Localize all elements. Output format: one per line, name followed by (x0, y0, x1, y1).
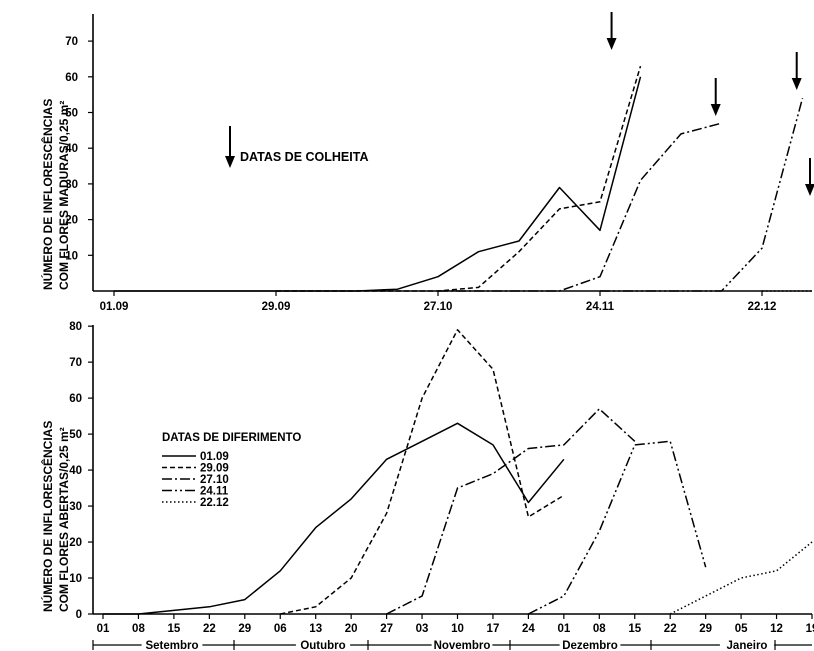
bottom-chart-panel: NÚMERO DE INFLORESCÊNCIAS COM FLORES ABE… (40, 321, 814, 651)
top-y-tick-label: 70 (65, 36, 78, 48)
bottom-series-24.11 (528, 440, 707, 615)
bottom-series-29.09 (280, 329, 565, 615)
bottom-y-tick-label: 50 (69, 429, 82, 441)
month-label-bg (559, 637, 621, 651)
bottom-x-tick-label: 15 (168, 623, 181, 635)
top-y-label-2: COM FLORES MADURAS/0,25 m² (57, 101, 71, 290)
legend-label: 01.09 (200, 451, 229, 463)
top-y-tick-label: 30 (65, 179, 78, 191)
top-x-tick-label: 01.09 (100, 301, 129, 313)
bottom-y-tick-label: 20 (69, 537, 82, 549)
harvest-legend-label: DATAS DE COLHEITA (240, 150, 368, 164)
top-chart-panel: NÚMERO DE INFLORESCÊNCIAS COM FLORES MAD… (40, 12, 814, 313)
month-label: Novembro (434, 640, 491, 651)
bottom-x-tick-label: 24 (522, 623, 535, 635)
top-x-tick-label: 27.10 (424, 301, 453, 313)
top-series-group (114, 65, 814, 292)
top-y-tick-label: 50 (65, 108, 78, 120)
top-x-tick-label: 24.11 (586, 301, 615, 313)
bottom-y-tick-label: 10 (69, 573, 82, 585)
bottom-x-tick-label: 27 (380, 623, 393, 635)
harvest-arrows (606, 12, 814, 196)
bottom-y-label-1: NÚMERO DE INFLORESCÊNCIAS (40, 421, 55, 612)
harvest-legend-arrowhead-icon (225, 156, 235, 168)
bottom-y-tick-label: 30 (69, 501, 82, 513)
top-y-tick-label: 20 (65, 215, 78, 227)
top-y-ticks: 10 20 30 40 50 60 70 (65, 36, 93, 262)
top-series-dash-dot-dot (600, 98, 804, 292)
month-label: Dezembro (562, 640, 618, 651)
top-x-tick-label: 22.12 (748, 301, 777, 313)
bottom-x-tick-label: 22 (664, 623, 677, 635)
harvest-arrow-icon (710, 104, 721, 116)
bottom-x-tick-label: 29 (238, 623, 251, 635)
top-y-tick-label: 40 (65, 143, 78, 155)
bottom-x-ticks: 01 08 15 22 29 06 13 20 27 03 10 17 24 01 08 15 22 29 05 12… (97, 614, 814, 635)
bottom-x-tick-label: 05 (735, 623, 748, 635)
bottom-x-tick-label: 13 (309, 623, 322, 635)
legend: DATAS DE DIFERIMENTO 01.0929.0927.1024.1… (162, 432, 301, 509)
month-label-bg (295, 637, 351, 651)
top-x-ticks: 01.09 29.09 27.10 24.11 22.12 (100, 291, 777, 313)
month-label-bg (719, 637, 775, 651)
bottom-y-tick-label: 40 (69, 465, 82, 477)
top-y-tick-label: 10 (65, 250, 78, 262)
month-label-bg (431, 637, 493, 651)
top-series-dash-dot (438, 122, 722, 292)
bottom-y-tick-label: 70 (69, 357, 82, 369)
harvest-arrow-icon (791, 78, 802, 90)
bottom-y-label-2: COM FLORES ABERTAS/0,25 m² (57, 427, 71, 612)
bottom-series-22.12 (669, 541, 813, 615)
month-label: Setembro (145, 640, 198, 651)
top-series-dotted (762, 290, 814, 292)
month-axis: Setembro Outubro Novembro Dezembro Janeiro (92, 637, 812, 651)
bottom-y-tick-label: 0 (76, 609, 82, 621)
bottom-series-group (103, 329, 813, 615)
bottom-x-tick-label: 19 (806, 623, 814, 635)
bottom-y-ticks: 0 10 20 30 40 50 60 70 80 (69, 321, 93, 621)
legend-label: 24.11 (200, 486, 229, 498)
bottom-x-tick-label: 29 (699, 623, 712, 635)
top-series-dashed (276, 65, 642, 292)
bottom-series-01.09 (103, 422, 565, 615)
bottom-x-tick-label: 10 (451, 623, 464, 635)
legend-label: 22.12 (200, 497, 229, 509)
top-y-label-1: NÚMERO DE INFLORESCÊNCIAS (40, 99, 55, 290)
top-series-solid (114, 76, 642, 292)
bottom-x-tick-label: 17 (487, 623, 500, 635)
legend-label: 27.10 (200, 474, 229, 486)
harvest-legend: DATAS DE COLHEITA (225, 126, 368, 168)
top-y-tick-label: 60 (65, 72, 78, 84)
bottom-x-tick-label: 20 (345, 623, 358, 635)
bottom-series-27.10 (386, 408, 636, 615)
bottom-x-tick-label: 15 (628, 623, 641, 635)
month-label: Outubro (300, 640, 345, 651)
bottom-y-tick-label: 60 (69, 393, 82, 405)
harvest-arrow-icon (606, 38, 617, 50)
bottom-x-tick-label: 06 (274, 623, 287, 635)
legend-label: 29.09 (200, 463, 229, 475)
bottom-x-tick-label: 01 (557, 623, 570, 635)
bottom-x-tick-label: 01 (97, 623, 110, 635)
bottom-x-tick-label: 03 (416, 623, 429, 635)
month-label-bg (141, 637, 203, 651)
harvest-arrow-icon (805, 184, 814, 196)
bottom-x-tick-label: 22 (203, 623, 216, 635)
top-x-tick-label: 29.09 (262, 301, 291, 313)
bottom-x-tick-label: 08 (593, 623, 606, 635)
legend-title: DATAS DE DIFERIMENTO (162, 432, 301, 444)
bottom-x-tick-label: 12 (770, 623, 783, 635)
bottom-y-tick-label: 80 (69, 321, 82, 333)
month-label: Janeiro (727, 640, 768, 651)
bottom-x-tick-label: 08 (132, 623, 145, 635)
